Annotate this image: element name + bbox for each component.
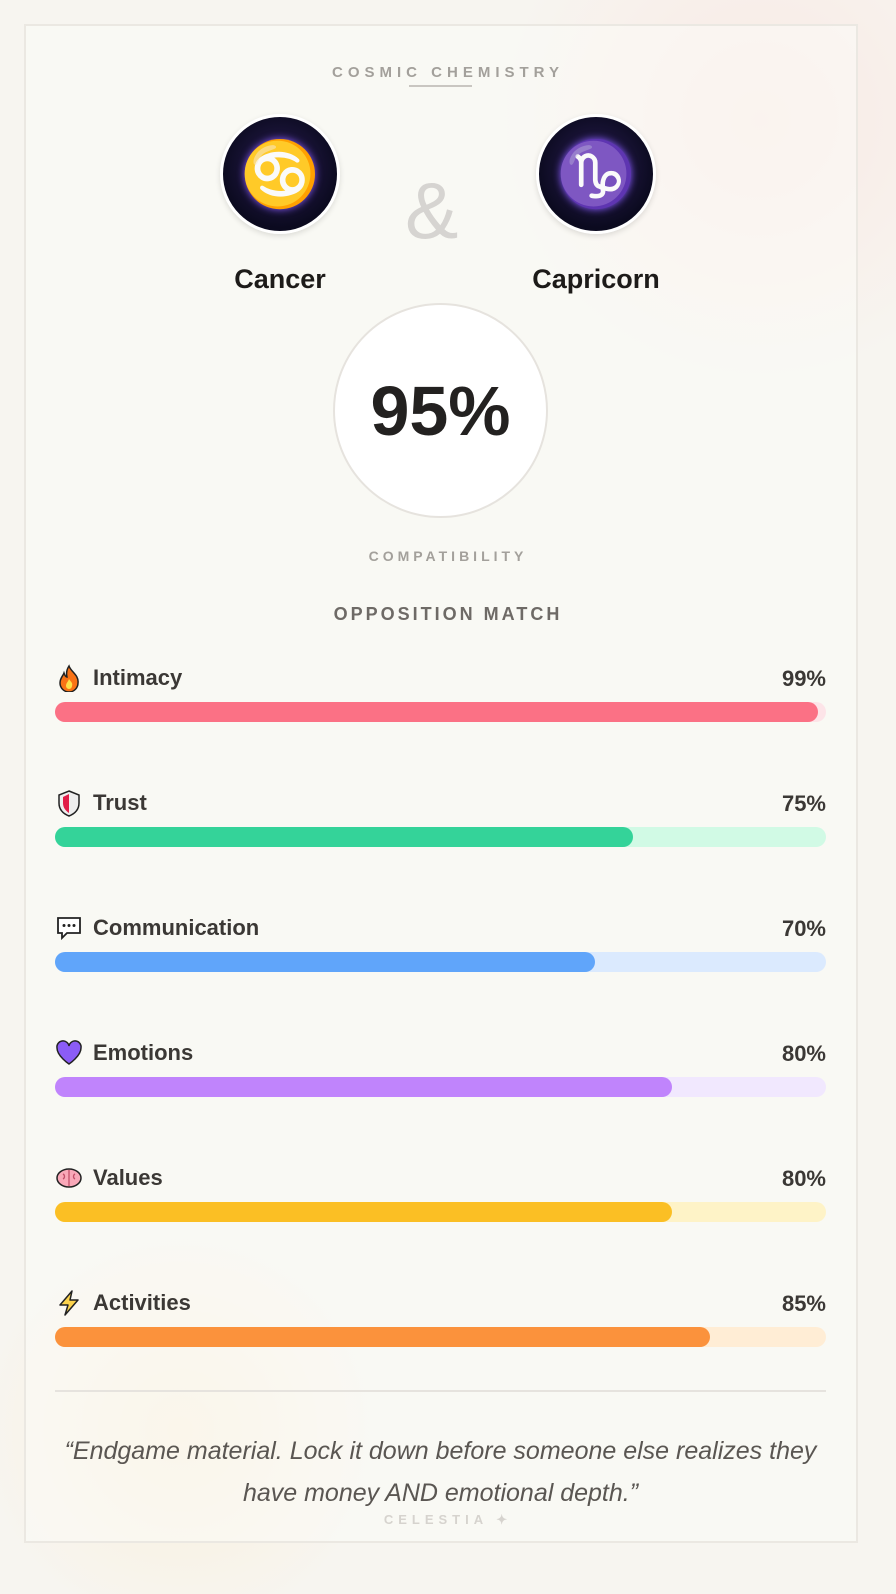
capricorn-sign-icon: ♑	[536, 114, 656, 234]
progress-track	[55, 702, 826, 722]
fire-icon	[55, 664, 83, 693]
category-row-values: Values 80%	[55, 1164, 826, 1234]
category-label-group: Emotions	[55, 1039, 193, 1067]
purple-heart-icon	[55, 1039, 83, 1067]
compatibility-card	[24, 24, 858, 1543]
category-percent: 75%	[781, 791, 826, 816]
section-kicker: COSMIC CHEMISTRY	[332, 64, 564, 81]
category-label: Communication	[93, 915, 260, 940]
progress-track	[55, 827, 826, 847]
category-label: Values	[93, 1165, 163, 1190]
lightning-icon	[55, 1289, 83, 1317]
kicker-underline	[409, 85, 472, 87]
category-label-group: Values	[55, 1164, 163, 1192]
progress-track	[55, 1327, 826, 1347]
progress-fill	[55, 1202, 672, 1222]
category-label-group: Trust	[55, 789, 147, 817]
category-row-trust: Trust 75%	[55, 789, 826, 859]
category-percent: 80%	[781, 1166, 826, 1191]
progress-fill	[55, 1327, 711, 1347]
quote: “Endgame material. Lock it down before s…	[64, 1437, 817, 1507]
category-label: Intimacy	[93, 665, 183, 690]
progress-fill	[55, 952, 595, 972]
category-percent: 70%	[781, 916, 826, 941]
progress-fill	[55, 702, 819, 722]
speech-bubble-icon	[55, 914, 83, 942]
category-row-intimacy: Intimacy 99%	[55, 664, 826, 734]
ampersand: &	[405, 166, 459, 255]
progress-fill	[55, 1077, 672, 1097]
progress-track	[55, 1202, 826, 1222]
category-label-group: Intimacy	[55, 664, 183, 693]
category-label: Activities	[93, 1290, 191, 1315]
progress-fill	[55, 827, 634, 847]
shield-icon	[55, 789, 83, 817]
cancer-sign-icon: ♋	[220, 114, 340, 234]
category-label-group: Activities	[55, 1289, 191, 1317]
sign-name-right: Capricorn	[532, 264, 660, 294]
compatibility-score: 95%	[333, 303, 548, 518]
divider	[55, 1390, 826, 1392]
compatibility-label: COMPATIBILITY	[368, 548, 528, 564]
category-percent: 99%	[781, 666, 826, 691]
match-type: OPPOSITION MATCH	[333, 604, 563, 624]
category-row-communication: Communication 70%	[55, 914, 826, 984]
category-label-group: Communication	[55, 914, 259, 942]
sign-name-left: Cancer	[234, 264, 326, 294]
category-row-activities: Activities 85%	[55, 1289, 826, 1359]
category-percent: 85%	[781, 1291, 826, 1316]
brand-watermark: CELESTIA ✦	[383, 1512, 513, 1527]
brain-icon	[55, 1164, 83, 1192]
progress-track	[55, 952, 826, 972]
category-label: Emotions	[93, 1040, 194, 1065]
category-row-emotions: Emotions 80%	[55, 1039, 826, 1109]
category-label: Trust	[93, 790, 147, 815]
progress-track	[55, 1077, 826, 1097]
category-percent: 80%	[781, 1041, 826, 1066]
